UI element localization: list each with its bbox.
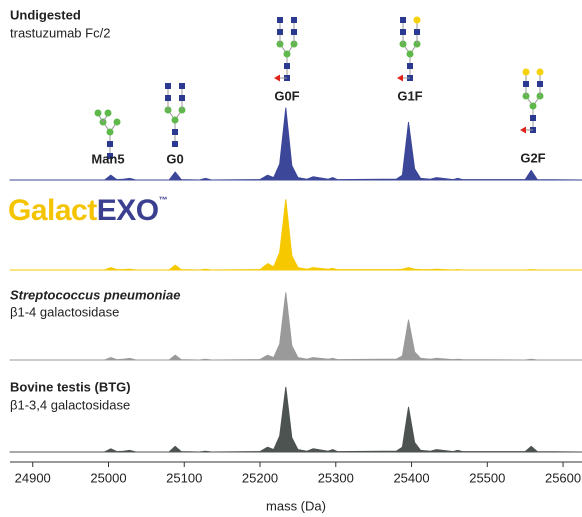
glycan-man5 xyxy=(94,109,121,160)
spectrum xyxy=(9,107,582,181)
glycan-g1f xyxy=(396,16,421,82)
spectrum xyxy=(9,292,582,361)
logo-part: Galact xyxy=(8,194,97,227)
x-axis-label: mass (Da) xyxy=(266,498,326,513)
x-tick-label: 25500 xyxy=(469,470,505,485)
glycan-g0 xyxy=(164,83,186,148)
peak-label: Man5 xyxy=(91,151,124,166)
x-tick-label: 25600 xyxy=(545,470,581,485)
logo: GalactEXO™ xyxy=(8,194,167,227)
logo-part: EXO xyxy=(97,194,159,227)
x-tick-label: 25300 xyxy=(318,470,354,485)
series-description: β1-4 galactosidase xyxy=(10,304,119,319)
peak-label: G0 xyxy=(166,151,183,166)
glycan-g2f xyxy=(519,68,544,134)
peak-label: G1F xyxy=(397,88,422,103)
x-tick-label: 25400 xyxy=(393,470,429,485)
logo-part: ™ xyxy=(159,195,168,205)
x-tick-label: 25200 xyxy=(242,470,278,485)
series-description: β1-3,4 galactosidase xyxy=(10,397,130,412)
glycan-g0f xyxy=(273,17,298,82)
series-name: Undigested xyxy=(10,7,81,22)
x-tick-label: 24900 xyxy=(15,470,51,485)
peak-label: G2F xyxy=(520,150,545,165)
series-description: trastuzumab Fc/2 xyxy=(10,25,110,40)
series-name: Streptococcus pneumoniae xyxy=(10,287,180,302)
x-tick-label: 25100 xyxy=(166,470,202,485)
x-tick-label: 25000 xyxy=(90,470,126,485)
peak-label: G0F xyxy=(274,88,299,103)
series-name: Bovine testis (BTG) xyxy=(10,379,131,394)
